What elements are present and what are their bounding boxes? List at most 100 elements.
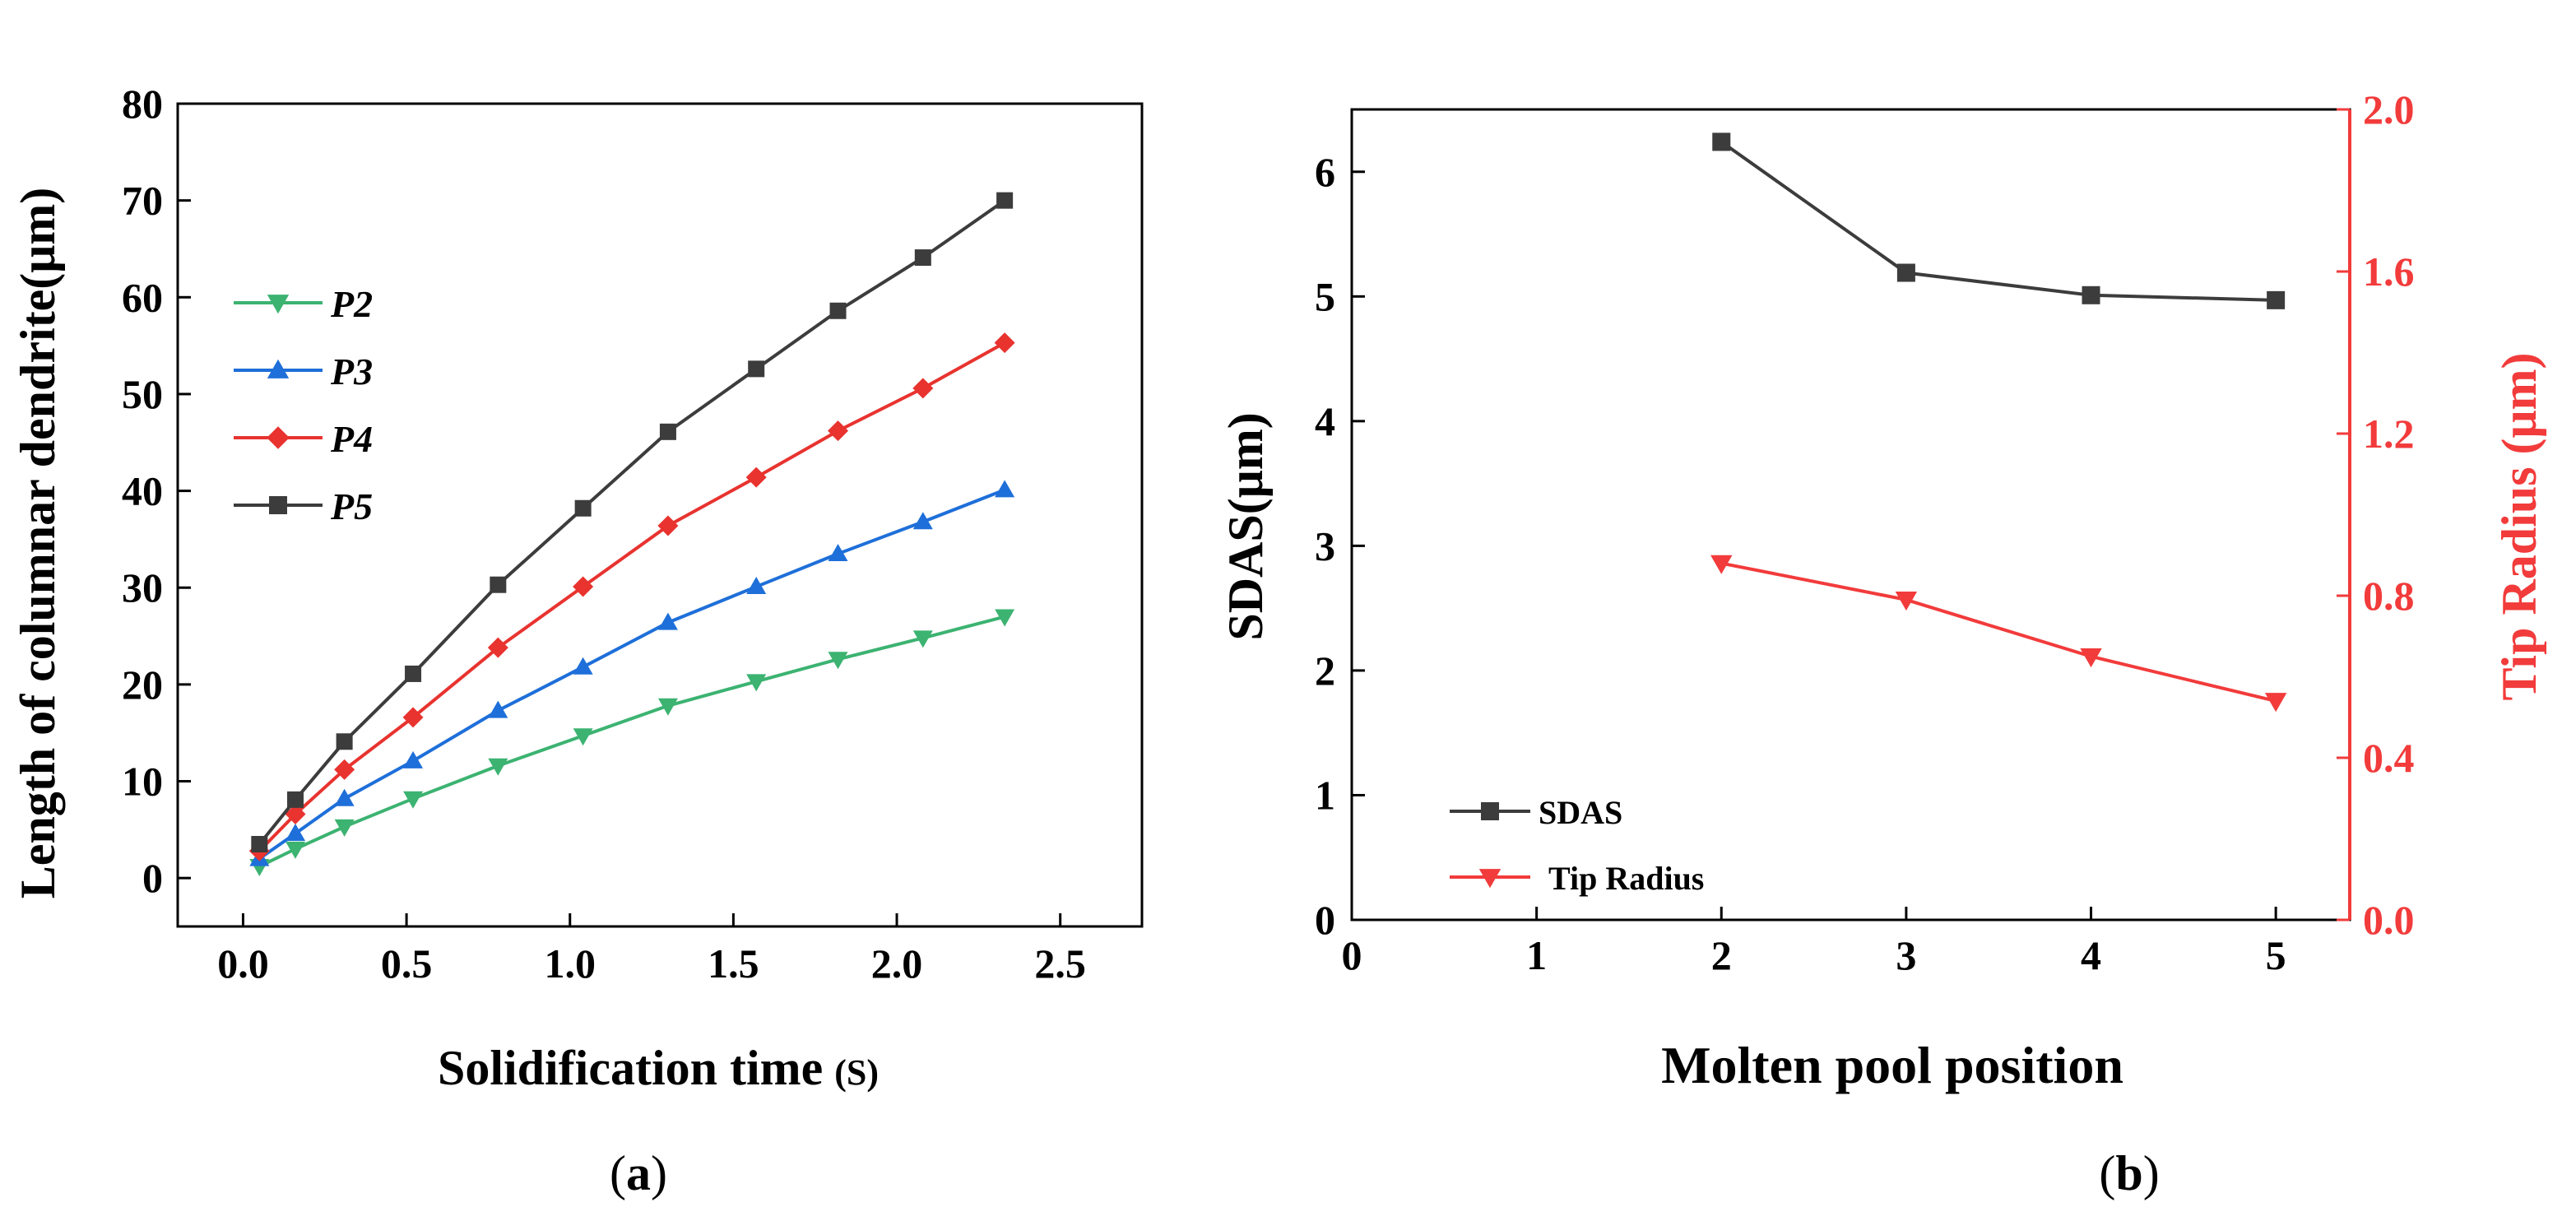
panel-b-label: (b) bbox=[2099, 1146, 2159, 1200]
panel-a-x-axis-title: Solidification time (S) bbox=[438, 1041, 879, 1095]
legend-p4-marker bbox=[267, 426, 290, 449]
series-tip-radius-point bbox=[2264, 693, 2287, 713]
panel-b-legend: SDAS Tip Radius bbox=[1450, 794, 1704, 897]
series-p4-point bbox=[994, 332, 1015, 354]
legend-tip-radius-label: Tip Radius bbox=[1548, 860, 1704, 897]
panel-b-y-right-tick-label: 0.4 bbox=[2363, 735, 2415, 781]
series-p4-point bbox=[573, 576, 594, 597]
series-p5-point bbox=[829, 302, 847, 319]
legend-p4-label: P4 bbox=[330, 418, 373, 460]
panel-b-y-left-tick-label: 3 bbox=[1315, 522, 1335, 569]
panel-a-label-letter: a bbox=[626, 1146, 651, 1200]
panel-b-ticks: 0 1 2 3 4 5 0 1 2 3 4 5 6 0.0 0.4 0.8 1.2 1.6 2.0 bbox=[1315, 86, 2415, 978]
series-p4-point bbox=[285, 804, 306, 825]
panel-a-x-tick-label: 2.0 bbox=[871, 940, 923, 987]
legend-sdas-label: SDAS bbox=[1539, 794, 1622, 831]
series-p5-point bbox=[574, 499, 592, 517]
panel-b-series bbox=[1710, 132, 2287, 713]
panel-a-series bbox=[248, 192, 1015, 877]
panel-b-x-tick-label: 5 bbox=[2266, 932, 2286, 978]
legend-p2-label: P2 bbox=[330, 283, 373, 325]
panel-b: 0 1 2 3 4 5 0 1 2 3 4 5 6 0.0 0.4 0.8 1.2 1.6 2.0 SDAS Tip … bbox=[1218, 86, 2546, 1200]
panel-b-y-right-tick-label: 1.6 bbox=[2363, 248, 2415, 295]
panel-b-y-left-tick-label: 6 bbox=[1315, 149, 1335, 195]
series-sdas-point bbox=[1712, 132, 1731, 151]
series-p3-point bbox=[403, 750, 424, 768]
series-p2-point bbox=[828, 652, 848, 670]
series-p4-point bbox=[402, 707, 424, 728]
legend-tip-radius-marker bbox=[1478, 869, 1502, 889]
panel-a-label-close: ) bbox=[651, 1146, 667, 1200]
series-p3-point bbox=[285, 824, 306, 842]
panel-a-legend: P2 P3 P4 P5 bbox=[234, 283, 373, 527]
series-p2-point bbox=[995, 609, 1015, 627]
panel-a-y-tick-label: 0 bbox=[142, 855, 163, 901]
series-p3-point bbox=[488, 700, 508, 718]
panel-b-x-tick-label: 2 bbox=[1711, 932, 1732, 978]
panel-b-x-tick-label: 4 bbox=[2081, 932, 2101, 978]
panel-a-x-tick-label: 2.5 bbox=[1034, 940, 1086, 987]
series-p5-point bbox=[336, 733, 353, 750]
series-p2-line bbox=[258, 615, 1005, 868]
series-p3-point bbox=[746, 577, 767, 595]
series-p2-point bbox=[657, 698, 678, 716]
series-p5-point bbox=[748, 360, 765, 378]
legend-p3-label: P3 bbox=[330, 351, 373, 392]
panel-b-y-left-tick-label: 4 bbox=[1315, 398, 1335, 444]
series-p3-point bbox=[334, 788, 355, 806]
series-p4-point bbox=[745, 467, 767, 488]
panel-b-y-right-tick-label: 2.0 bbox=[2363, 86, 2415, 132]
panel-b-label-open: ( bbox=[2099, 1146, 2115, 1200]
series-sdas-point bbox=[2267, 290, 2286, 309]
series-p5-point bbox=[996, 192, 1014, 209]
panel-a-x-tick-label: 1.0 bbox=[544, 940, 596, 987]
panel-b-y-right-tick-label: 1.2 bbox=[2363, 411, 2415, 457]
panel-a-y-tick-label: 70 bbox=[122, 178, 163, 224]
series-p5-point bbox=[914, 249, 931, 267]
series-p3-point bbox=[912, 512, 933, 530]
panel-b-y-right-tick-label: 0.8 bbox=[2363, 573, 2415, 619]
panel-a-y-tick-label: 10 bbox=[122, 759, 163, 805]
panel-b-x-axis-title: Molten pool position bbox=[1661, 1036, 2123, 1094]
panel-b-y-left-tick-label: 5 bbox=[1315, 273, 1335, 319]
legend-p3-marker bbox=[267, 359, 290, 378]
panel-a-label: (a) bbox=[610, 1146, 667, 1200]
series-sdas-point bbox=[2082, 286, 2100, 304]
series-p4-point bbox=[828, 420, 849, 442]
series-p3-point bbox=[657, 612, 678, 630]
panel-b-label-close: ) bbox=[2143, 1146, 2160, 1200]
series-p4-point bbox=[334, 759, 355, 780]
panel-a-x-tick-label: 0.5 bbox=[381, 940, 433, 987]
panel-a-x-tick-label: 1.5 bbox=[708, 940, 759, 987]
series-p4-point bbox=[487, 637, 508, 658]
series-p4-point bbox=[657, 515, 679, 536]
panel-b-y-right-tick-label: 0.0 bbox=[2363, 897, 2415, 943]
panel-b-x-tick-label: 0 bbox=[1342, 932, 1362, 978]
legend-p5-marker bbox=[269, 496, 287, 514]
series-p2-point bbox=[912, 630, 933, 648]
panel-a-y-axis-title: Length of columnar dendrite(μm) bbox=[11, 188, 65, 899]
series-p2-point bbox=[403, 791, 424, 809]
series-p3-line bbox=[258, 488, 1005, 861]
legend-sdas-marker bbox=[1481, 802, 1499, 820]
panel-b-y-axis-title-right: Tip Radius (μm) bbox=[2492, 352, 2546, 700]
panel-a-x-axis-title-unit: (S) bbox=[834, 1052, 879, 1093]
series-p5-point bbox=[490, 576, 507, 593]
series-sdas-point bbox=[1896, 263, 1915, 282]
panel-a-y-tick-label: 40 bbox=[122, 468, 163, 514]
panel-a-y-tick-label: 30 bbox=[122, 564, 163, 610]
series-p2-point bbox=[488, 758, 508, 776]
panel-b-x-tick-label: 3 bbox=[1896, 932, 1916, 978]
series-p2-point bbox=[285, 841, 306, 859]
series-p5-point bbox=[659, 423, 676, 440]
series-p5-point bbox=[251, 836, 268, 852]
legend-p5-label: P5 bbox=[330, 485, 373, 527]
panel-b-y-left-tick-label: 2 bbox=[1315, 648, 1335, 694]
series-sdas-line bbox=[1720, 140, 2277, 302]
panel-a-ticks: 0.0 0.5 1.0 1.5 2.0 2.5 0 10 20 30 40 50 60 70 80 bbox=[122, 81, 1086, 987]
panel-b-y-left-tick-label: 0 bbox=[1315, 897, 1335, 943]
legend-p2-marker bbox=[267, 295, 290, 314]
panel-b-y-left-tick-label: 1 bbox=[1315, 772, 1335, 818]
series-p2-point bbox=[573, 728, 593, 746]
